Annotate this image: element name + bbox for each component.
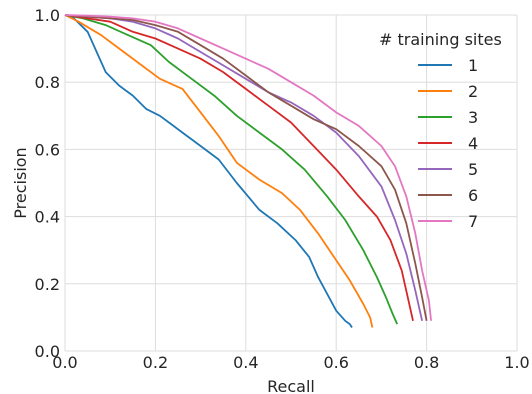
x-tick-label: 0.8 <box>414 353 439 372</box>
series-line-2 <box>64 14 374 328</box>
y-tick-label: 1.0 <box>35 6 60 25</box>
legend-label-6: 6 <box>468 186 478 205</box>
y-tick-label: 0.8 <box>35 73 60 92</box>
legend-label-4: 4 <box>468 134 478 153</box>
y-tick-label: 0.6 <box>35 140 60 159</box>
series-line-4 <box>64 14 414 321</box>
plot-area <box>65 15 517 351</box>
y-tick-label: 0.2 <box>35 275 60 294</box>
x-tick-label: 1.0 <box>504 353 529 372</box>
legend-label-7: 7 <box>468 212 478 231</box>
legend: # training sites 1 2 3 4 5 6 7 <box>379 30 502 231</box>
x-tick-label: 0.6 <box>323 353 348 372</box>
x-tick-label: 0.0 <box>52 353 77 372</box>
y-tick-label: 0.4 <box>35 208 60 227</box>
x-tick-label: 0.4 <box>233 353 258 372</box>
series-line-6 <box>64 14 428 321</box>
y-axis-label: Precision <box>11 147 30 218</box>
legend-label-3: 3 <box>468 108 478 127</box>
series-line-3 <box>64 14 399 325</box>
x-tick-labels: 0.0 0.2 0.4 0.6 0.8 1.0 <box>52 353 529 372</box>
series-lines <box>64 14 432 328</box>
legend-label-2: 2 <box>468 82 478 101</box>
series-line-7 <box>64 14 432 321</box>
y-tick-label: 0.0 <box>35 342 60 361</box>
y-tick-labels: 0.0 0.2 0.4 0.6 0.8 1.0 <box>35 6 60 361</box>
legend-label-1: 1 <box>468 56 478 75</box>
legend-label-5: 5 <box>468 160 478 179</box>
x-axis-label: Recall <box>267 377 315 394</box>
series-line-1 <box>64 14 353 328</box>
x-tick-label: 0.2 <box>143 353 168 372</box>
legend-title: # training sites <box>379 30 502 49</box>
